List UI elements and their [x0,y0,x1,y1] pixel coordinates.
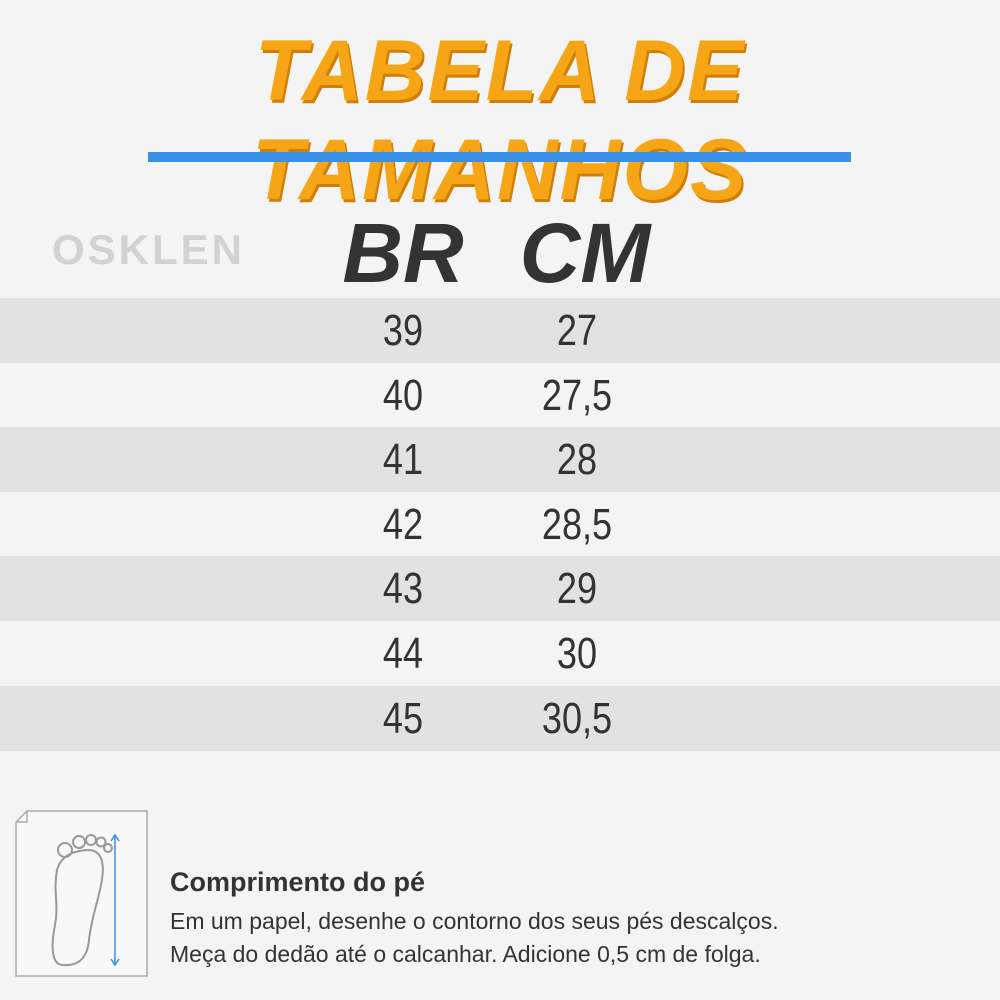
table-cell: 43 [382,564,424,614]
footer-line: Em um papel, desenhe o contorno dos seus… [170,908,779,934]
table-cell: 39 [382,306,424,355]
table-cell: 28 [556,435,598,485]
title: TABELA DE TAMANHOS [251,23,749,218]
table-row: 39 27 [0,298,1000,363]
column-header: BR [342,206,464,300]
table-cell: 42 [382,499,424,549]
column-header: CM [519,206,651,300]
table-cell: 30,5 [541,693,613,743]
footer-heading: Comprimento do pé [170,867,425,897]
table-cell: 40 [382,370,424,420]
table-cell: 30 [556,629,598,678]
table-cell: 44 [382,629,424,678]
table-row: 44 30 [0,621,1000,686]
foot-icon [15,810,148,977]
table-row: 43 29 [0,556,1000,622]
table-row: 41 28 [0,427,1000,493]
footer-line: Meça do dedão até o calcanhar. Adicione … [170,941,761,967]
divider [148,152,851,162]
table-cell: 29 [556,564,598,614]
brand: OSKLEN [52,226,246,273]
table-cell: 41 [382,435,424,485]
table-cell: 28,5 [541,499,613,549]
table-cell: 27,5 [541,370,613,420]
table-cell: 45 [382,693,424,743]
table-cell: 27 [556,306,598,355]
table-row: 45 30,5 [0,685,1000,751]
table-row: 40 27,5 [0,363,1000,428]
table-row: 42 28,5 [0,492,1000,557]
